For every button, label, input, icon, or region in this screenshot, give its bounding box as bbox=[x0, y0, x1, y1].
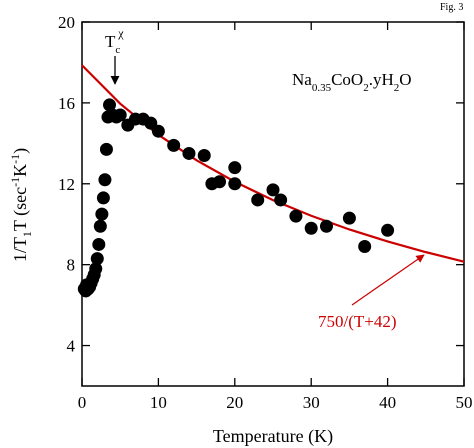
x-tick-label: 40 bbox=[379, 393, 396, 412]
data-point bbox=[266, 183, 280, 197]
data-point bbox=[358, 239, 372, 253]
data-point bbox=[144, 116, 158, 130]
compound-label: Na0.35CoO2.yH2O bbox=[292, 70, 412, 94]
y-axis-label: 1/T1T (sec-1K-1) bbox=[8, 148, 34, 262]
data-point bbox=[96, 191, 110, 205]
data-point bbox=[319, 219, 333, 233]
data-point bbox=[289, 209, 303, 223]
data-point bbox=[182, 146, 196, 160]
data-point bbox=[113, 108, 127, 122]
data-point bbox=[342, 211, 356, 225]
data-point bbox=[213, 175, 227, 189]
data-point bbox=[381, 223, 395, 237]
x-axis-label: Temperature (K) bbox=[213, 426, 333, 447]
x-tick-label: 0 bbox=[78, 393, 87, 412]
data-point bbox=[304, 221, 318, 235]
data-point bbox=[89, 262, 103, 276]
data-point bbox=[99, 142, 113, 156]
y-tick-label: 4 bbox=[67, 337, 76, 356]
plot-frame bbox=[81, 21, 465, 387]
data-point bbox=[90, 252, 104, 266]
data-point bbox=[92, 237, 106, 251]
x-tick-label: 20 bbox=[226, 393, 243, 412]
data-point bbox=[228, 161, 242, 175]
x-tick-label: 30 bbox=[303, 393, 320, 412]
data-point bbox=[167, 138, 181, 152]
y-tick-label: 16 bbox=[58, 94, 75, 113]
figure-label: Fig. 3 bbox=[440, 2, 463, 13]
y-tick-label: 12 bbox=[58, 175, 75, 194]
data-point bbox=[151, 124, 165, 138]
x-tick-label: 50 bbox=[456, 393, 473, 412]
data-point bbox=[228, 177, 242, 191]
data-point bbox=[95, 207, 109, 221]
data-point bbox=[197, 148, 211, 162]
y-tick-label: 20 bbox=[58, 13, 75, 32]
x-tick-label: 10 bbox=[150, 393, 167, 412]
y-tick-label: 8 bbox=[67, 256, 76, 275]
fit-label: 750/(T+42) bbox=[318, 312, 397, 331]
fit-arrow bbox=[351, 254, 425, 306]
data-point bbox=[98, 173, 112, 187]
fit-curve bbox=[81, 64, 465, 263]
data-point bbox=[251, 193, 265, 207]
data-point bbox=[103, 98, 117, 112]
data-point bbox=[274, 193, 288, 207]
tc-label: Tcχ bbox=[105, 26, 124, 56]
data-point bbox=[93, 219, 107, 233]
